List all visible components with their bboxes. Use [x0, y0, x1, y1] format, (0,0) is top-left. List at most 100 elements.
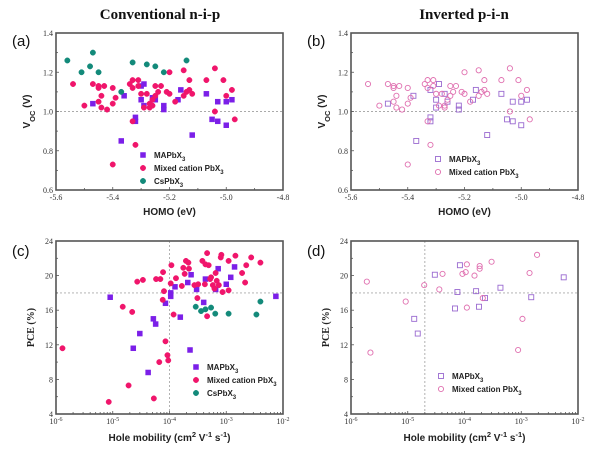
panel-letter: (d)	[307, 243, 325, 260]
x-tick-label: -5.6	[50, 193, 63, 202]
data-point	[89, 49, 96, 56]
data-point	[126, 81, 133, 87]
data-point	[506, 108, 513, 115]
y-tick-label: 0.8	[43, 147, 53, 156]
data-point	[168, 262, 175, 269]
y-axis-label: VOC (V)	[317, 94, 332, 128]
data-point	[223, 122, 229, 128]
data-point	[202, 306, 209, 313]
x-tick-label: 10-5	[401, 417, 414, 426]
data-point	[149, 96, 156, 103]
data-point	[526, 116, 533, 123]
y-axis-label: PCE (%)	[26, 308, 37, 347]
data-point	[424, 77, 431, 84]
data-point	[248, 254, 255, 261]
x-tick-label: 10-4	[458, 417, 471, 426]
y-tick-label: 8	[49, 375, 53, 384]
legend-label: MAPbX3	[452, 372, 484, 384]
x-tick-label: -5.4	[401, 193, 414, 202]
data-point	[455, 106, 462, 113]
series-mapbx3	[107, 264, 279, 376]
data-point	[155, 88, 162, 95]
legend-marker	[193, 364, 199, 370]
data-point	[160, 69, 167, 76]
data-point	[427, 141, 434, 148]
legend-label: MAPbX3	[207, 363, 239, 375]
data-point	[180, 264, 187, 271]
data-point	[239, 270, 246, 276]
data-point	[98, 104, 105, 111]
data-point	[411, 315, 418, 322]
data-point	[439, 270, 446, 277]
x-tick-label: 10-4	[163, 417, 176, 426]
data-point	[172, 284, 178, 290]
data-point	[231, 264, 238, 270]
data-point	[431, 271, 438, 278]
data-point	[390, 84, 397, 91]
data-point	[143, 90, 150, 97]
data-point	[205, 262, 212, 269]
data-point	[208, 274, 215, 281]
data-point	[129, 77, 136, 84]
data-point	[95, 69, 102, 76]
data-point	[194, 295, 201, 302]
data-point	[138, 96, 144, 103]
data-point	[231, 116, 238, 123]
legend-label: Mixed cation PbX3	[452, 385, 522, 397]
y-tick-label: 16	[45, 306, 53, 315]
y-tick-label: 1.0	[338, 108, 348, 117]
data-point	[479, 295, 486, 302]
x-tick-label: -5.0	[515, 193, 528, 202]
data-point	[118, 88, 125, 95]
data-point	[421, 80, 428, 88]
data-point	[152, 321, 159, 327]
data-point	[139, 276, 146, 283]
data-point	[447, 92, 454, 99]
data-point	[138, 90, 145, 97]
data-point	[506, 65, 513, 72]
x-tick-label: 10-3	[220, 417, 233, 426]
legend-label: Mixed cation PbX3	[154, 164, 224, 176]
y-tick-label: 4	[49, 410, 53, 419]
series-cspbx3	[64, 49, 190, 95]
data-point	[253, 311, 260, 318]
data-point	[129, 85, 136, 91]
data-point	[214, 98, 221, 105]
legend-label: MAPbX3	[154, 151, 186, 163]
y-tick-label: 0.6	[43, 186, 53, 195]
y-tick-label: 16	[340, 306, 348, 315]
data-point	[158, 83, 164, 89]
panel-c: (c) 4 8 12 16 20 24 10-6 10-5 10-4 10-3 10-2 Hole mo…	[12, 237, 290, 444]
data-point	[473, 288, 480, 295]
y-tick-label: 0.6	[338, 186, 348, 195]
data-point	[159, 296, 166, 303]
data-point	[135, 83, 142, 89]
data-point	[152, 63, 159, 70]
data-point	[476, 303, 482, 310]
y-tick-label: 8	[344, 375, 348, 384]
data-point	[185, 259, 192, 266]
legend-marker	[140, 178, 146, 184]
data-point	[438, 90, 445, 97]
data-point	[90, 100, 96, 107]
plot-frame	[55, 32, 284, 191]
data-point	[164, 352, 171, 359]
data-point	[64, 57, 71, 64]
data-point	[475, 67, 482, 74]
x-tick-label: -5.0	[220, 193, 233, 202]
data-point	[161, 106, 167, 113]
data-point	[225, 310, 232, 317]
data-point	[421, 282, 428, 289]
data-point	[200, 299, 207, 306]
data-point	[242, 279, 249, 286]
data-point	[220, 77, 227, 84]
panel-letter: (b)	[307, 33, 325, 50]
data-point	[189, 90, 196, 97]
data-point	[95, 83, 102, 89]
data-point	[482, 295, 488, 302]
data-point	[211, 285, 218, 292]
data-point	[363, 278, 370, 285]
data-point	[187, 347, 193, 353]
data-point	[180, 67, 187, 74]
